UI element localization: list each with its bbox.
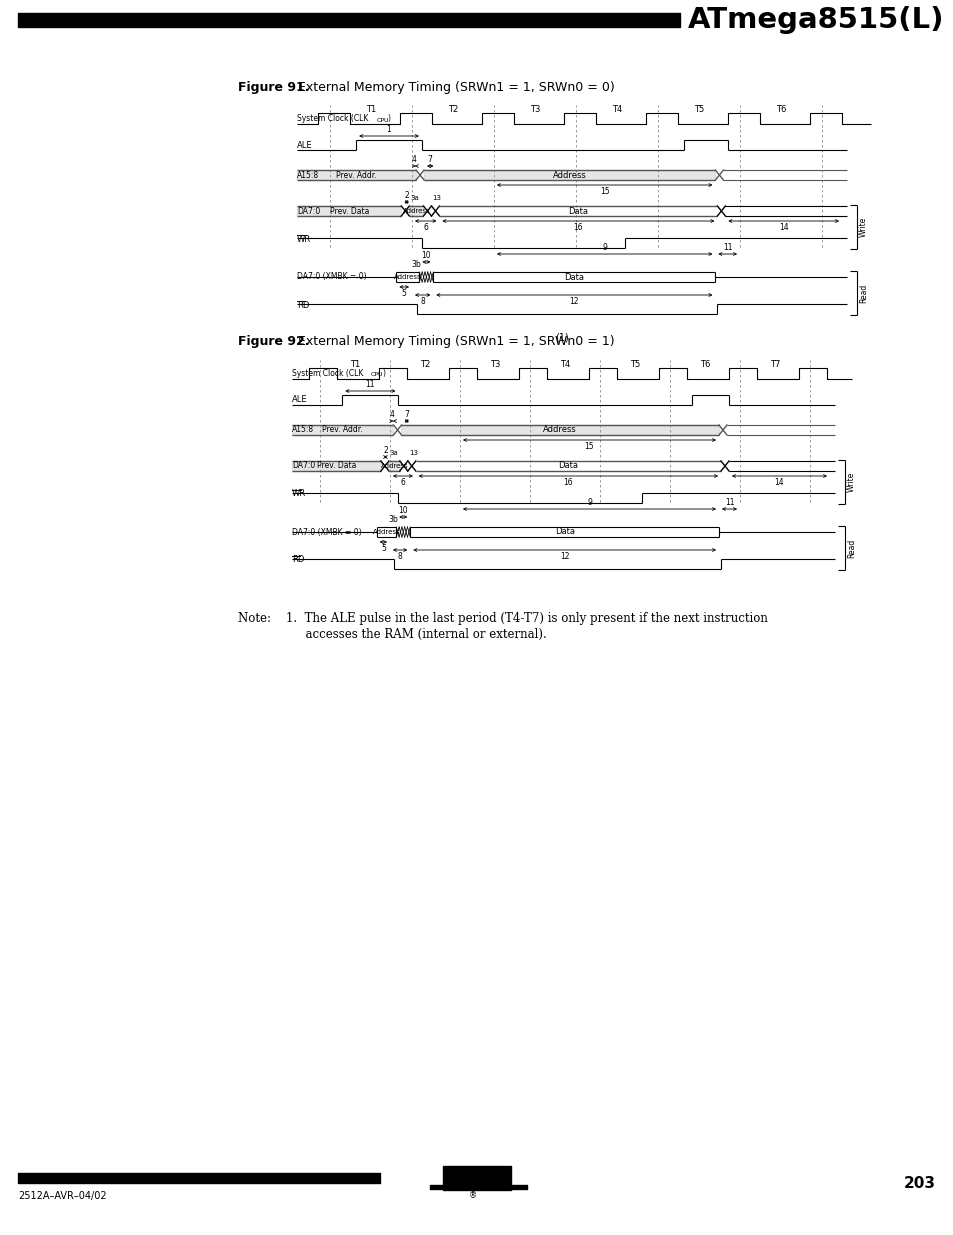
Text: 11: 11 <box>722 243 732 252</box>
Text: 9: 9 <box>586 498 591 508</box>
Text: A15:8: A15:8 <box>292 426 314 435</box>
Text: 10: 10 <box>421 251 431 261</box>
Text: 8: 8 <box>420 296 425 306</box>
Text: ): ) <box>387 114 390 124</box>
Text: 203: 203 <box>903 1176 935 1191</box>
Text: DA7:0 (XMBK = 0): DA7:0 (XMBK = 0) <box>297 273 367 282</box>
Text: T2: T2 <box>447 105 457 114</box>
Text: Note:    1.  The ALE pulse in the last period (T4-T7) is only present if the nex: Note: 1. The ALE pulse in the last perio… <box>237 613 767 625</box>
Text: Address: Address <box>373 529 400 535</box>
Text: Figure 92.: Figure 92. <box>237 336 309 348</box>
Text: 3a: 3a <box>390 450 398 456</box>
Text: 7: 7 <box>404 410 409 419</box>
Text: 2512A–AVR–04/02: 2512A–AVR–04/02 <box>18 1191 107 1200</box>
Text: CPU: CPU <box>375 117 388 122</box>
Text: 3a: 3a <box>410 195 418 201</box>
Text: Prev. Addr.: Prev. Addr. <box>322 426 363 435</box>
Text: RD: RD <box>297 300 310 310</box>
Text: Address: Address <box>402 207 430 214</box>
Text: RD: RD <box>292 556 304 564</box>
Text: ®: ® <box>468 1191 476 1200</box>
Text: 11: 11 <box>365 380 375 389</box>
Text: DA7:0 (XMBK = 0): DA7:0 (XMBK = 0) <box>292 527 361 536</box>
Text: Address: Address <box>380 463 408 469</box>
Text: T6: T6 <box>700 359 709 369</box>
Text: External Memory Timing (SRWn1 = 1, SRWn0 = 1): External Memory Timing (SRWn1 = 1, SRWn0… <box>290 336 614 348</box>
Text: 7: 7 <box>427 156 433 164</box>
Text: DA7:0: DA7:0 <box>297 206 320 215</box>
Text: 10: 10 <box>398 506 408 515</box>
Text: DA7:0: DA7:0 <box>292 462 314 471</box>
Text: 11: 11 <box>724 498 734 508</box>
Text: 1: 1 <box>386 125 391 135</box>
Text: WR: WR <box>297 235 311 243</box>
Text: 13: 13 <box>409 450 417 456</box>
Text: T1: T1 <box>366 105 375 114</box>
Text: Write: Write <box>846 472 855 493</box>
Text: 14: 14 <box>774 478 783 487</box>
Text: Figure 91.: Figure 91. <box>237 80 309 94</box>
Text: ): ) <box>381 369 385 378</box>
Text: T4: T4 <box>559 359 570 369</box>
Text: WR: WR <box>292 489 306 499</box>
Text: 9: 9 <box>601 243 606 252</box>
Text: 3b: 3b <box>388 515 397 524</box>
Text: 12: 12 <box>559 552 569 561</box>
Text: Prev. Data: Prev. Data <box>316 462 355 471</box>
Text: 6: 6 <box>400 478 405 487</box>
Text: CPU: CPU <box>371 373 383 378</box>
Text: ALE: ALE <box>292 395 307 405</box>
Text: ATMEL: ATMEL <box>446 1170 507 1187</box>
Text: 15: 15 <box>584 442 594 451</box>
Text: 14: 14 <box>778 224 788 232</box>
Text: Data: Data <box>554 527 574 536</box>
Text: ALE: ALE <box>297 141 313 149</box>
Text: 12: 12 <box>569 296 578 306</box>
Text: T3: T3 <box>489 359 499 369</box>
Text: accesses the RAM (internal or external).: accesses the RAM (internal or external). <box>237 629 546 641</box>
Text: Prev. Data: Prev. Data <box>329 206 369 215</box>
Text: Read: Read <box>858 283 867 303</box>
Text: External Memory Timing (SRWn1 = 1, SRWn0 = 0): External Memory Timing (SRWn1 = 1, SRWn0… <box>290 80 614 94</box>
Text: 6: 6 <box>423 224 428 232</box>
Text: ATmega8515(L): ATmega8515(L) <box>687 6 943 35</box>
Text: 13: 13 <box>432 195 441 201</box>
Text: 16: 16 <box>563 478 573 487</box>
Text: 3b: 3b <box>411 261 421 269</box>
Text: Address: Address <box>553 170 586 179</box>
Text: 8: 8 <box>397 552 402 561</box>
Text: Address: Address <box>394 274 421 280</box>
Text: Data: Data <box>558 462 578 471</box>
Text: 2: 2 <box>383 446 388 454</box>
Text: T6: T6 <box>775 105 785 114</box>
Text: T3: T3 <box>529 105 539 114</box>
Text: T7: T7 <box>769 359 780 369</box>
Text: 16: 16 <box>573 224 582 232</box>
Text: Write: Write <box>858 217 867 237</box>
Text: 15: 15 <box>599 186 609 196</box>
Text: (1): (1) <box>555 332 568 342</box>
Text: 2: 2 <box>404 191 409 200</box>
Text: T5: T5 <box>693 105 703 114</box>
Text: 5: 5 <box>401 289 406 298</box>
Text: A15:8: A15:8 <box>297 170 319 179</box>
Text: Data: Data <box>568 206 588 215</box>
Text: Read: Read <box>846 538 855 558</box>
Text: Data: Data <box>564 273 584 282</box>
Text: 4: 4 <box>389 410 394 419</box>
Text: T4: T4 <box>611 105 621 114</box>
Text: T5: T5 <box>629 359 639 369</box>
Text: System Clock (CLK: System Clock (CLK <box>297 114 368 124</box>
Text: 5: 5 <box>380 543 385 553</box>
Text: 4: 4 <box>411 156 416 164</box>
Text: T2: T2 <box>419 359 430 369</box>
Text: System Clock (CLK: System Clock (CLK <box>292 369 363 378</box>
Text: T1: T1 <box>350 359 359 369</box>
Text: Address: Address <box>543 426 577 435</box>
Text: Prev. Addr.: Prev. Addr. <box>336 170 376 179</box>
